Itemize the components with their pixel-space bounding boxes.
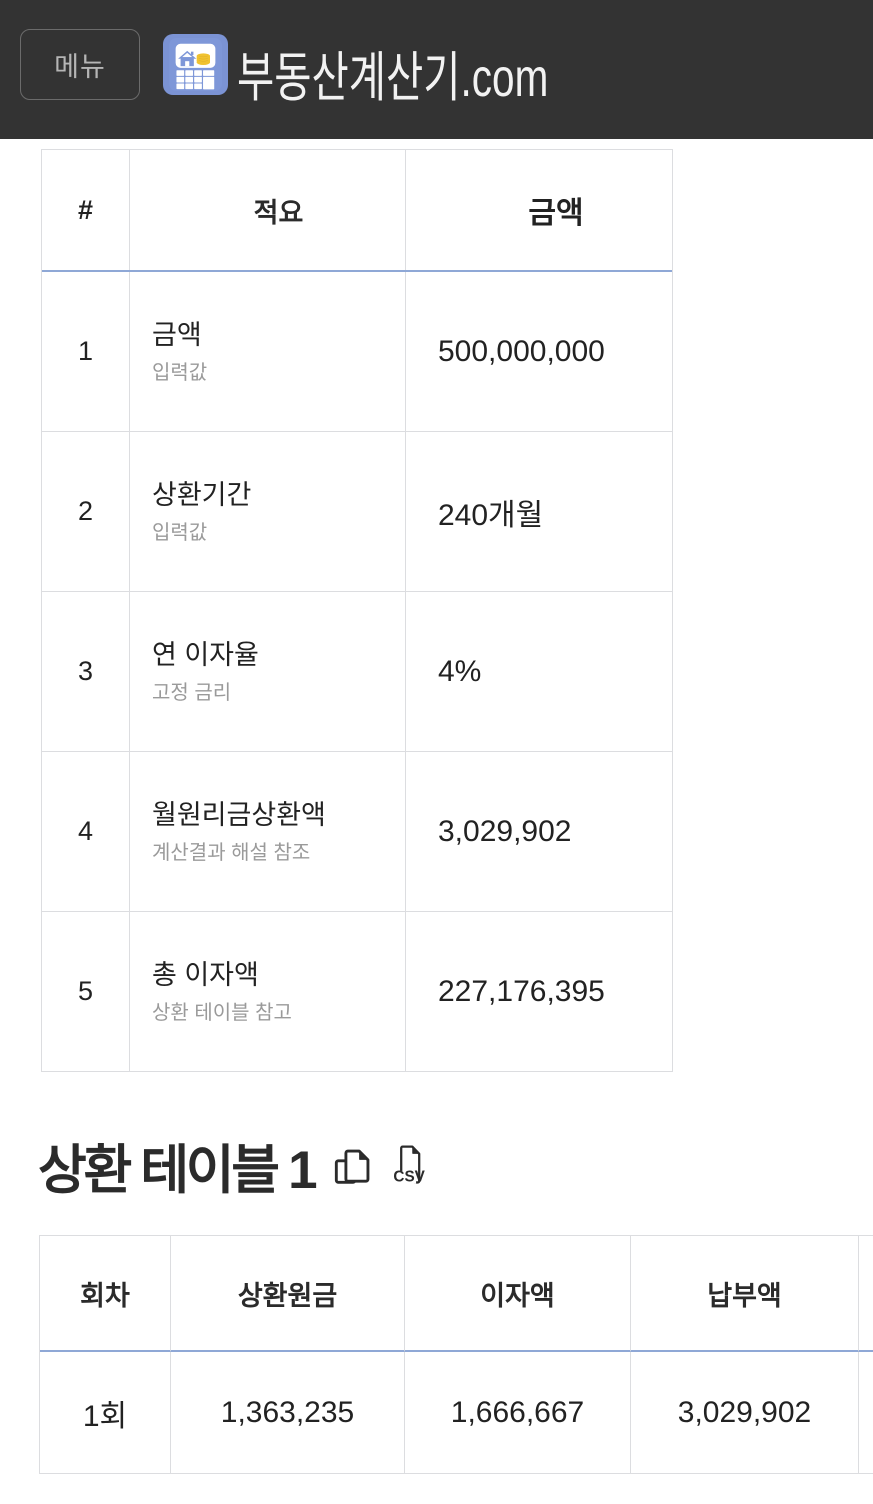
svg-text:CSV: CSV (394, 1169, 426, 1186)
